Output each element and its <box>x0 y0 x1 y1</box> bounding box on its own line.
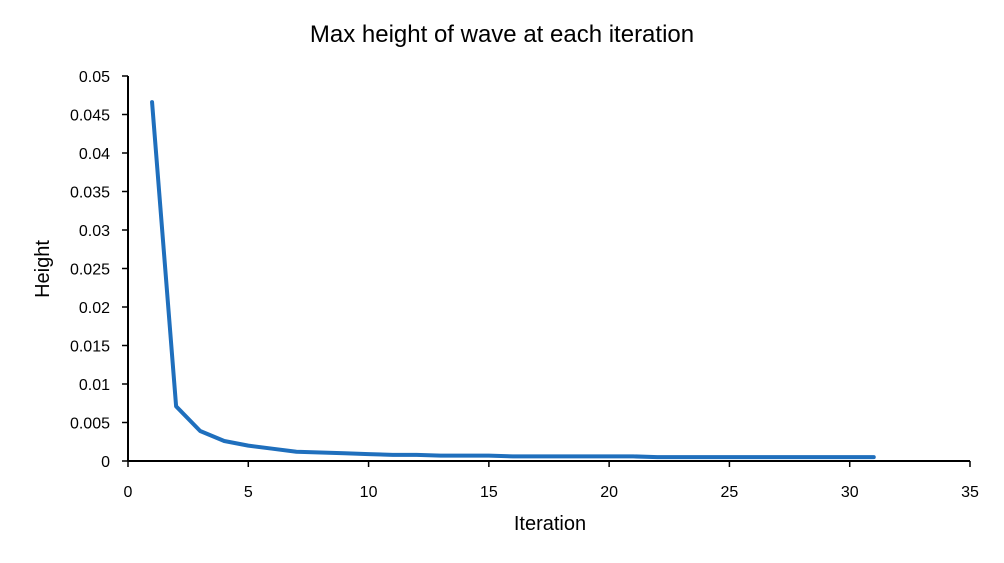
x-axis-ticks: 0 5 10 15 20 25 30 35 <box>124 461 979 501</box>
x-tick-label: 20 <box>600 484 618 501</box>
data-point <box>174 404 178 408</box>
data-point <box>246 444 250 448</box>
data-point <box>439 454 443 458</box>
data-point <box>655 455 659 459</box>
x-tick-label: 0 <box>124 484 133 501</box>
y-tick-label: 0.01 <box>79 377 110 394</box>
data-point <box>559 454 563 458</box>
y-axis-ticks: 0 0.005 0.01 0.015 0.02 0.025 0.03 0.035 0.04 0.0… <box>70 69 128 471</box>
data-point <box>583 454 587 458</box>
data-point <box>415 453 419 457</box>
data-point <box>487 454 491 458</box>
y-tick-label: 0.04 <box>79 146 110 163</box>
data-point <box>824 455 828 459</box>
data-point <box>872 455 876 459</box>
data-point <box>367 452 371 456</box>
y-tick-label: 0.005 <box>70 416 110 433</box>
data-point <box>535 454 539 458</box>
x-axis-title: Iteration <box>514 513 586 535</box>
data-point <box>800 455 804 459</box>
y-tick-label: 0 <box>101 454 110 471</box>
data-point <box>727 455 731 459</box>
data-point <box>511 454 515 458</box>
data-point <box>631 454 635 458</box>
data-point <box>751 455 755 459</box>
data-point <box>222 439 226 443</box>
data-point <box>391 453 395 457</box>
y-tick-label: 0.025 <box>70 262 110 279</box>
y-tick-label: 0.035 <box>70 185 110 202</box>
y-tick-label: 0.05 <box>79 69 110 86</box>
data-point <box>294 450 298 454</box>
data-point <box>703 455 707 459</box>
y-axis-title: Height <box>32 240 54 298</box>
data-point <box>679 455 683 459</box>
x-tick-label: 25 <box>721 484 739 501</box>
chart-title: Max height of wave at each iteration <box>310 21 694 48</box>
data-point <box>270 447 274 451</box>
x-tick-label: 30 <box>841 484 859 501</box>
y-tick-label: 0.03 <box>79 223 110 240</box>
series-layer <box>150 100 876 460</box>
data-point <box>776 455 780 459</box>
data-point <box>463 454 467 458</box>
data-point <box>150 100 154 104</box>
data-point <box>343 451 347 455</box>
data-point <box>607 454 611 458</box>
y-tick-label: 0.045 <box>70 108 110 125</box>
data-point <box>318 451 322 455</box>
x-tick-label: 15 <box>480 484 498 501</box>
x-tick-label: 35 <box>961 484 979 501</box>
x-tick-label: 5 <box>244 484 253 501</box>
data-point <box>848 455 852 459</box>
data-point <box>198 429 202 433</box>
x-tick-label: 10 <box>360 484 378 501</box>
series-line <box>150 100 876 460</box>
y-tick-label: 0.02 <box>79 300 110 317</box>
y-tick-label: 0.015 <box>70 339 110 356</box>
